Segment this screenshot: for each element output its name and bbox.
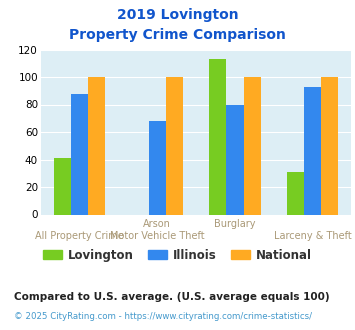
Bar [209,59,226,214]
Bar [88,77,105,214]
Bar [149,121,166,214]
Bar [54,158,71,214]
Text: Property Crime Comparison: Property Crime Comparison [69,28,286,42]
Bar [71,93,88,214]
Text: © 2025 CityRating.com - https://www.cityrating.com/crime-statistics/: © 2025 CityRating.com - https://www.city… [14,312,312,321]
Text: Arson: Arson [143,219,171,229]
Bar [287,172,304,214]
Text: Motor Vehicle Theft: Motor Vehicle Theft [110,231,204,241]
Bar [304,86,321,214]
Bar [226,105,244,214]
Bar [166,77,183,214]
Text: Larceny & Theft: Larceny & Theft [274,231,351,241]
Bar [321,77,338,214]
Legend: Lovington, Illinois, National: Lovington, Illinois, National [39,244,316,266]
Text: Burglary: Burglary [214,219,256,229]
Bar [244,77,261,214]
Text: 2019 Lovington: 2019 Lovington [117,8,238,22]
Text: All Property Crime: All Property Crime [35,231,124,241]
Text: Compared to U.S. average. (U.S. average equals 100): Compared to U.S. average. (U.S. average … [14,292,330,302]
